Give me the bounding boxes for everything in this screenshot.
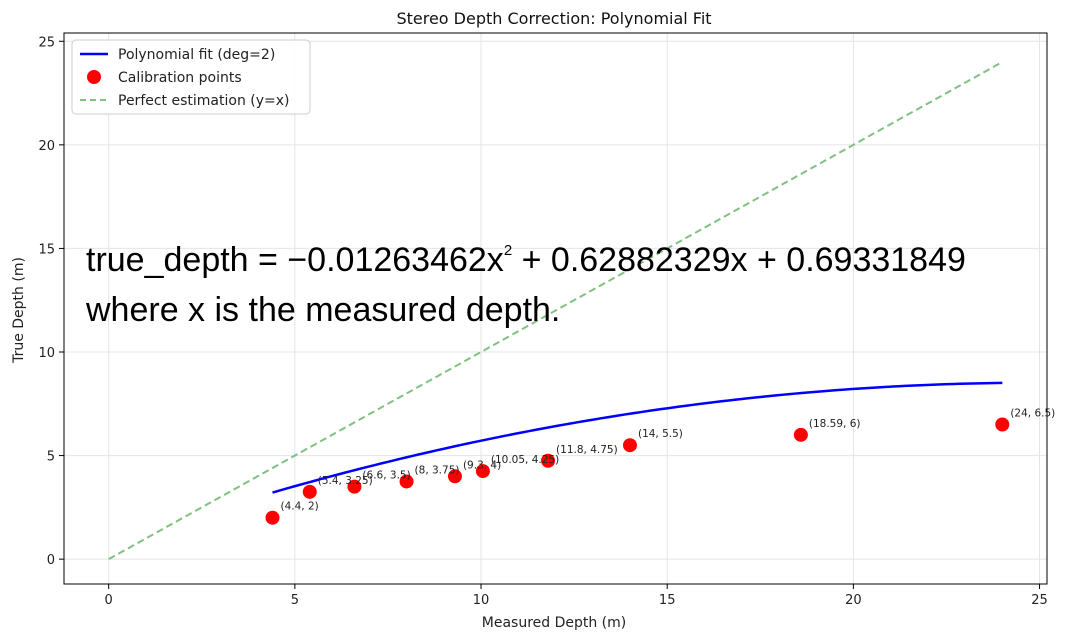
axis-ticks: 0 5 10 15 20 25 0 5 10 15 20 25 [38, 35, 1047, 608]
calibration-point [622, 438, 637, 453]
y-axis-label: True Depth (m) [11, 257, 27, 364]
y-tick-label: 10 [38, 346, 55, 361]
equation-suffix: + 0.62882329x + 0.69331849 [512, 241, 966, 279]
calibration-point-label: (4.4, 2) [281, 501, 319, 513]
legend-entry-label: Perfect estimation (y=x) [118, 93, 290, 109]
fit-equation-annotation: true_depth = −0.01263462x2 + 0.62882329x… [86, 226, 966, 335]
calibration-point-label: (14, 5.5) [638, 428, 683, 440]
calibration-point-label: (5.4, 3.25) [318, 475, 373, 487]
y-tick-label: 15 [38, 242, 55, 257]
equation-note: where x is the measured depth. [86, 291, 561, 329]
y-tick-label: 5 [47, 450, 55, 465]
legend-box [71, 39, 311, 115]
calibration-point-label: (18.59, 6) [809, 418, 861, 430]
point-labels: (4.4, 2) (5.4, 3.25)(6.6, 3.5) (8, 3.75) (9… [281, 408, 1056, 513]
equation-prefix: true_depth = −0.01263462x [86, 241, 504, 279]
x-tick-label: 5 [291, 593, 299, 608]
x-tick-label: 15 [659, 593, 676, 608]
calibration-point [995, 417, 1010, 432]
y-tick-label: 25 [38, 35, 55, 50]
legend-entry-label: Polynomial fit (deg=2) [118, 47, 275, 63]
calibration-point-label: (11.8, 4.75) [556, 444, 618, 456]
x-tick-label: 0 [105, 593, 113, 608]
calibration-point [793, 427, 808, 442]
calibration-point-label: (10.05, 4.25) [491, 454, 559, 466]
perfect-estimation-line [108, 61, 1003, 561]
calibration-point-label: (8, 3.75) [415, 464, 460, 476]
calibration-point [541, 453, 556, 468]
equation-line: true_depth = −0.01263462x2 + 0.62882329x… [86, 226, 966, 285]
calibration-point [475, 464, 490, 479]
plot-frame [63, 32, 1048, 585]
calibration-point-label: (9.3, 4) [463, 459, 501, 471]
x-tick-label: 10 [473, 593, 490, 608]
y-tick-label: 0 [47, 553, 55, 568]
legend: Polynomial fit (deg=2) Calibration points… [71, 39, 311, 115]
calibration-point [347, 479, 362, 494]
calibration-point-label: (6.6, 3.5) [362, 470, 410, 482]
calibration-point [302, 484, 317, 499]
y-tick-label: 20 [38, 139, 55, 154]
chart-title: Stereo Depth Correction: Polynomial Fit [396, 9, 711, 28]
calibration-point [265, 510, 280, 525]
x-axis-label: Measured Depth (m) [482, 615, 627, 631]
x-tick-label: 20 [845, 593, 862, 608]
x-tick-label: 25 [1031, 593, 1048, 608]
legend-entry-label: Calibration points [118, 70, 242, 86]
polynomial-fit-line [272, 381, 1003, 494]
calibration-point [447, 469, 462, 484]
series-layer [108, 61, 1010, 561]
equation-exponent: 2 [503, 242, 513, 259]
legend-points-swatch [87, 70, 101, 84]
calibration-point [399, 474, 414, 489]
calibration-point-label: (24, 6.5) [1010, 408, 1055, 420]
